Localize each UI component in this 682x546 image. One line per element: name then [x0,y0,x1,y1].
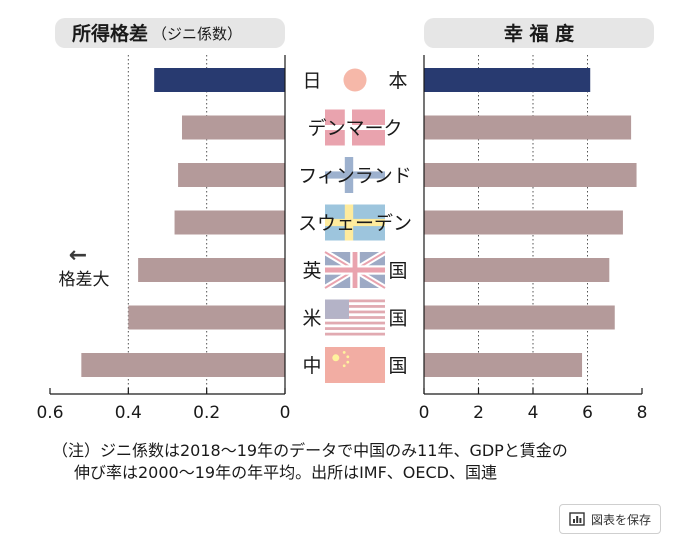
country-label-right: 国 [388,355,407,377]
right-panel-title: 幸 福 度 [504,22,575,45]
right-tick-label: 0 [419,403,430,423]
gini-bar [181,115,285,140]
save-chart-button[interactable]: 図表を保存 [559,504,661,534]
country-label-right: 本 [388,70,407,92]
gini-bar [174,210,285,235]
country-label-left: 日 [302,70,321,92]
happiness-bar [424,305,615,330]
save-chart-label: 図表を保存 [590,512,651,527]
right-tick-label: 4 [528,403,539,423]
left-tick-label: 0.6 [36,403,63,423]
flag-china-icon [325,347,385,383]
flag-finland-icon [325,157,385,193]
left-panel-subtitle: （ジニ係数） [152,25,242,43]
country-label: スウェーデン [298,213,412,235]
flag-sweden-icon [325,204,385,241]
right-panel-title-bg [424,18,654,48]
flag-denmark-icon [325,109,385,146]
flag-usa-icon [325,299,385,336]
left-tick-label: 0 [280,403,291,423]
left-tick-label: 0.2 [193,403,220,423]
gini-bar [138,258,285,282]
country-label-left: 米 [302,308,321,330]
happiness-bar [424,258,610,282]
left-panel-title: 所得格差 [72,22,148,45]
chart: 所得格差 （ジニ係数）幸 福 度日 本デンマークフィンランドスウェーデン英 国米 国中国… [36,18,654,423]
gini-bar [128,305,285,330]
arrow-left-icon: ← [69,243,87,268]
country-label-left: 英 [302,260,321,282]
bar-chart-icon [569,512,585,526]
left-tick-label: 0.4 [115,403,142,423]
footnote: （注）ジニ係数は2018～19年のデータで中国のみ11年、GDPと賃金の 伸び率… [52,440,652,484]
gini-bar [178,163,285,187]
country-label-left: 中 [302,355,321,377]
gini-bar [154,68,285,92]
direction-label: 格差大 [59,270,110,290]
happiness-bar [424,68,591,92]
country-label-right: 国 [388,308,407,330]
happiness-bar [424,115,632,140]
left-panel-title-bg [55,18,285,48]
right-tick-label: 2 [473,403,484,423]
country-label: フィンランド [298,165,412,187]
country-label: デンマーク [307,118,402,140]
gini-bar [81,353,285,377]
right-tick-label: 6 [582,403,593,423]
country-label-right: 国 [388,260,407,282]
happiness-bar [424,163,637,187]
happiness-bar [424,353,583,377]
flag-uk-icon [323,249,387,291]
footnote-line-1: （注）ジニ係数は2018～19年のデータで中国のみ11年、GDPと賃金の [52,441,568,460]
happiness-bar [424,210,623,235]
flag-japan-icon [325,62,385,98]
footnote-line-2: 伸び率は2000～19年の年平均。出所はIMF、OECD、国連 [74,463,498,482]
right-tick-label: 8 [637,403,648,423]
